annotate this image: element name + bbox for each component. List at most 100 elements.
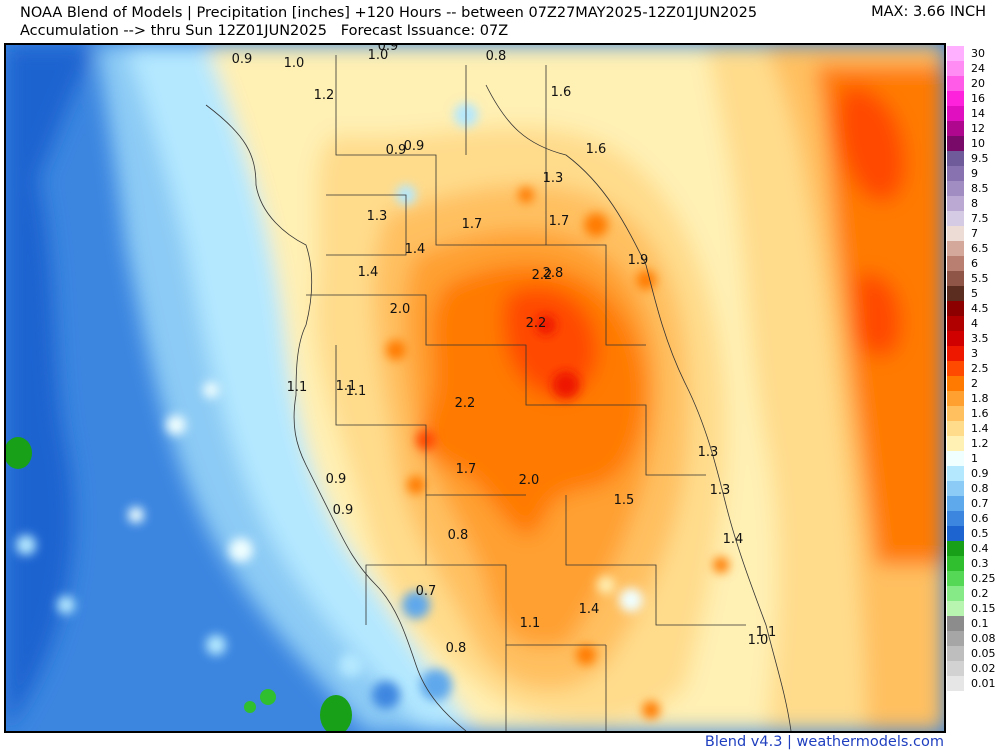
legend-swatch [947, 181, 964, 196]
legend-row: 16 [947, 91, 1000, 106]
legend-label: 1.6 [971, 407, 989, 420]
legend-label: 30 [971, 47, 985, 60]
legend-swatch [947, 406, 964, 421]
legend-label: 5 [971, 287, 978, 300]
legend-label: 7 [971, 227, 978, 240]
legend-row: 1.8 [947, 391, 1000, 406]
legend-label: 6 [971, 257, 978, 270]
legend-swatch [947, 391, 964, 406]
value-labels: 0.9 1.00.91.0 0.81.2 1.60.90.9 1.61.31.31.7 1… [232, 45, 777, 656]
legend-label: 0.02 [971, 662, 996, 675]
legend-row: 4 [947, 316, 1000, 331]
legend-label: 4.5 [971, 302, 989, 315]
legend-swatch [947, 46, 964, 61]
legend-row: 7.5 [947, 211, 1000, 226]
legend-swatch [947, 211, 964, 226]
legend-row: 3 [947, 346, 1000, 361]
precip-value-label: 1.1 [346, 384, 367, 399]
legend-swatch [947, 61, 964, 76]
legend-swatch [947, 106, 964, 121]
legend-label: 8 [971, 197, 978, 210]
legend-swatch [947, 571, 964, 586]
legend-swatch [947, 151, 964, 166]
legend-row: 6 [947, 256, 1000, 271]
legend-label: 5.5 [971, 272, 989, 285]
precip-value-label: 1.4 [358, 265, 379, 280]
legend-label: 0.2 [971, 587, 989, 600]
map-subtitle: Accumulation --> thru Sun 12Z01JUN2025 F… [20, 23, 509, 39]
legend-row: 0.15 [947, 601, 1000, 616]
legend-swatch [947, 331, 964, 346]
precip-value-label: 1.4 [579, 602, 600, 617]
legend-label: 2 [971, 377, 978, 390]
legend-swatch [947, 496, 964, 511]
precipitation-map: 0.9 1.0 0.9 1.0 0.8 1.2 1.6 0.9 0.9 1.6 1.3 1.3 1.7 1… [4, 43, 946, 733]
legend-label: 0.1 [971, 617, 989, 630]
precip-value-label: 1.1 [336, 379, 357, 394]
legend-row: 2.5 [947, 361, 1000, 376]
legend-swatch [947, 256, 964, 271]
precip-value-label: 0.9 [326, 472, 347, 487]
legend-swatch [947, 286, 964, 301]
light-precip-patch [6, 437, 32, 469]
legend-swatch [947, 421, 964, 436]
legend-row: 0.08 [947, 631, 1000, 646]
legend-label: 8.5 [971, 182, 989, 195]
precip-value-label: 2.2 [455, 396, 476, 411]
precip-value-label: 1.7 [549, 214, 570, 229]
precip-value-label: 2.8 [543, 266, 564, 281]
legend-swatch [947, 136, 964, 151]
legend-row: 0.9 [947, 466, 1000, 481]
legend-swatch [947, 466, 964, 481]
legend-swatch [947, 511, 964, 526]
legend-row: 5.5 [947, 271, 1000, 286]
precip-value-label: 0.9 [333, 503, 354, 518]
legend-label: 0.01 [971, 677, 996, 690]
legend-row: 1 [947, 451, 1000, 466]
precip-value-label: 1.7 [456, 462, 477, 477]
legend-swatch [947, 226, 964, 241]
legend-swatch [947, 196, 964, 211]
legend-row: 9.5 [947, 151, 1000, 166]
precip-value-label: 1.4 [405, 242, 426, 257]
legend-label: 0.9 [971, 467, 989, 480]
precip-value-label: 0.9 [404, 139, 425, 154]
precip-value-label: 0.9 [378, 45, 399, 54]
source-credit: Blend v4.3 | weathermodels.com [704, 734, 944, 750]
legend-row: 0.2 [947, 586, 1000, 601]
legend-swatch [947, 526, 964, 541]
legend-swatch [947, 556, 964, 571]
precip-value-label: 0.8 [486, 49, 507, 64]
legend-row: 14 [947, 106, 1000, 121]
precip-value-label: 1.6 [586, 142, 607, 157]
legend-swatch [947, 661, 964, 676]
legend-swatch [947, 241, 964, 256]
max-value-label: MAX: 3.66 INCH [871, 4, 986, 20]
legend-label: 2.5 [971, 362, 989, 375]
legend-label: 0.5 [971, 527, 989, 540]
precip-value-label: 1.1 [287, 380, 308, 395]
county-boundaries [205, 55, 792, 731]
light-precip-patch [260, 689, 276, 705]
legend-swatch [947, 646, 964, 661]
precip-value-label: 1.3 [543, 171, 564, 186]
legend-row: 8 [947, 196, 1000, 211]
precip-value-label: 0.9 [232, 52, 253, 67]
legend-row: 0.6 [947, 511, 1000, 526]
legend-row: 24 [947, 61, 1000, 76]
legend-swatch [947, 631, 964, 646]
legend-label: 1.8 [971, 392, 989, 405]
legend-row: 10 [947, 136, 1000, 151]
legend-row: 0.25 [947, 571, 1000, 586]
legend-swatch [947, 436, 964, 451]
legend-row: 0.5 [947, 526, 1000, 541]
legend-swatch [947, 481, 964, 496]
legend-swatch [947, 301, 964, 316]
legend-label: 10 [971, 137, 985, 150]
legend-label: 3.5 [971, 332, 989, 345]
legend-row: 0.01 [947, 676, 1000, 691]
legend-label: 0.05 [971, 647, 996, 660]
legend-swatch [947, 601, 964, 616]
legend-row: 30 [947, 46, 1000, 61]
legend-swatch [947, 271, 964, 286]
